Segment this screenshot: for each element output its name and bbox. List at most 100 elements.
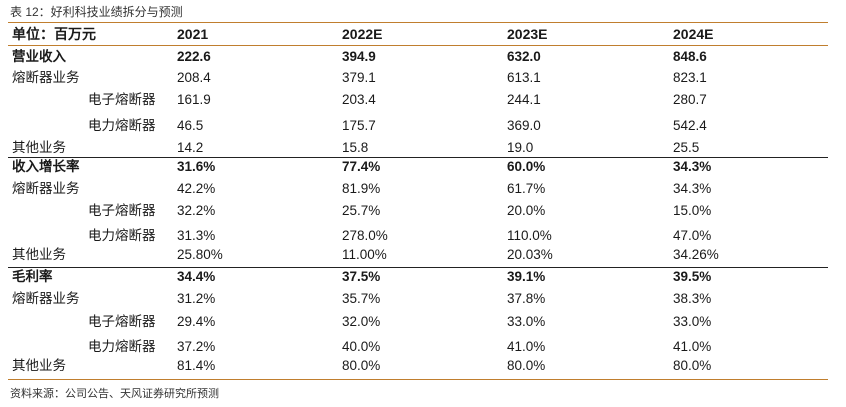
table-row: 营业收入 222.6 394.9 632.0 848.6 — [0, 47, 846, 67]
section-rule-margin — [8, 267, 828, 268]
row-value: 80.0% — [673, 358, 712, 373]
table-row: 电子熔断器 161.9 203.4 244.1 280.7 — [0, 90, 846, 110]
row-value: 110.0% — [507, 228, 552, 243]
row-value: 33.0% — [673, 314, 712, 329]
row-value: 613.1 — [507, 70, 541, 85]
row-value: 394.9 — [342, 49, 376, 64]
row-label: 熔断器业务 — [12, 181, 80, 196]
row-label: 电子熔断器 — [88, 203, 156, 218]
row-label: 熔断器业务 — [12, 70, 80, 85]
row-label: 其他业务 — [12, 247, 66, 262]
header-rule — [8, 45, 828, 46]
row-value: 25.7% — [342, 203, 381, 218]
row-value: 38.3% — [673, 291, 712, 306]
row-value: 34.26% — [673, 247, 719, 262]
row-value: 31.6% — [177, 159, 216, 174]
row-value: 280.7 — [673, 92, 707, 107]
row-value: 77.4% — [342, 159, 381, 174]
header-unit: 单位：百万元 — [12, 26, 96, 42]
row-value: 222.6 — [177, 49, 211, 64]
table-row: 毛利率 34.4% 37.5% 39.1% 39.5% — [0, 267, 846, 287]
row-value: 32.0% — [342, 314, 381, 329]
row-value: 34.3% — [673, 159, 712, 174]
row-label: 毛利率 — [12, 269, 53, 284]
row-value: 20.0% — [507, 203, 546, 218]
row-value: 42.2% — [177, 181, 216, 196]
row-value: 41.0% — [673, 339, 712, 354]
row-value: 161.9 — [177, 92, 211, 107]
row-label: 电力熔断器 — [88, 339, 156, 354]
table-row: 熔断器业务 31.2% 35.7% 37.8% 38.3% — [0, 289, 846, 309]
row-value: 37.8% — [507, 291, 546, 306]
row-value: 80.0% — [342, 358, 381, 373]
row-value: 848.6 — [673, 49, 707, 64]
table-row: 收入增长率 31.6% 77.4% 60.0% 34.3% — [0, 157, 846, 177]
row-value: 379.1 — [342, 70, 376, 85]
header-2021: 2021 — [177, 26, 209, 42]
row-value: 33.0% — [507, 314, 546, 329]
row-value: 60.0% — [507, 159, 546, 174]
table-row: 熔断器业务 208.4 379.1 613.1 823.1 — [0, 68, 846, 88]
table-header-row: 单位：百万元 2021 2022E 2023E 2024E — [0, 24, 846, 44]
row-value: 40.0% — [342, 339, 381, 354]
row-value: 25.5 — [673, 140, 700, 155]
row-value: 20.03% — [507, 247, 553, 262]
row-label: 电子熔断器 — [88, 92, 156, 107]
row-value: 11.00% — [342, 247, 387, 262]
row-value: 244.1 — [507, 92, 541, 107]
row-value: 208.4 — [177, 70, 211, 85]
row-value: 35.7% — [342, 291, 381, 306]
row-value: 25.80% — [177, 247, 223, 262]
row-label: 收入增长率 — [12, 159, 80, 174]
table-row: 电力熔断器 46.5 175.7 369.0 542.4 — [0, 116, 846, 136]
row-label: 电力熔断器 — [88, 118, 156, 133]
table-caption: 表 12：好利科技业绩拆分与预测 — [10, 5, 183, 19]
row-label: 营业收入 — [12, 49, 66, 64]
row-label: 其他业务 — [12, 140, 66, 155]
row-value: 15.8 — [342, 140, 369, 155]
row-value: 15.0% — [673, 203, 712, 218]
row-value: 823.1 — [673, 70, 707, 85]
row-value: 81.9% — [342, 181, 381, 196]
table-row: 其他业务 25.80% 11.00% 20.03% 34.26% — [0, 245, 846, 265]
row-value: 32.2% — [177, 203, 216, 218]
section-rule-growth — [8, 157, 828, 158]
row-value: 37.5% — [342, 269, 381, 284]
row-value: 203.4 — [342, 92, 376, 107]
row-value: 37.2% — [177, 339, 216, 354]
row-label: 熔断器业务 — [12, 291, 80, 306]
row-value: 19.0 — [507, 140, 534, 155]
row-value: 31.3% — [177, 228, 216, 243]
row-value: 47.0% — [673, 228, 712, 243]
row-value: 31.2% — [177, 291, 216, 306]
row-value: 29.4% — [177, 314, 216, 329]
row-value: 278.0% — [342, 228, 388, 243]
table-row: 其他业务 81.4% 80.0% 80.0% 80.0% — [0, 356, 846, 376]
table-row: 其他业务 14.2 15.8 19.0 25.5 — [0, 138, 846, 158]
row-value: 632.0 — [507, 49, 541, 64]
row-value: 542.4 — [673, 118, 707, 133]
row-value: 81.4% — [177, 358, 216, 373]
header-2022e: 2022E — [342, 26, 383, 42]
table-row: 电力熔断器 31.3% 278.0% 110.0% 47.0% — [0, 226, 846, 246]
row-value: 14.2 — [177, 140, 204, 155]
row-label: 其他业务 — [12, 358, 66, 373]
source-footnote: 资料来源：公司公告、天风证券研究所预测 — [10, 388, 219, 400]
row-label: 电子熔断器 — [88, 314, 156, 329]
header-2023e: 2023E — [507, 26, 548, 42]
row-value: 39.1% — [507, 269, 546, 284]
table-row: 电子熔断器 32.2% 25.7% 20.0% 15.0% — [0, 201, 846, 221]
table-row: 电力熔断器 37.2% 40.0% 41.0% 41.0% — [0, 337, 846, 357]
row-value: 61.7% — [507, 181, 546, 196]
row-label: 电力熔断器 — [88, 228, 156, 243]
row-value: 34.3% — [673, 181, 712, 196]
row-value: 369.0 — [507, 118, 541, 133]
row-value: 39.5% — [673, 269, 712, 284]
bottom-rule — [8, 379, 828, 380]
row-value: 46.5 — [177, 118, 204, 133]
table-row: 熔断器业务 42.2% 81.9% 61.7% 34.3% — [0, 179, 846, 199]
row-value: 80.0% — [507, 358, 546, 373]
header-2024e: 2024E — [673, 26, 714, 42]
row-value: 175.7 — [342, 118, 376, 133]
